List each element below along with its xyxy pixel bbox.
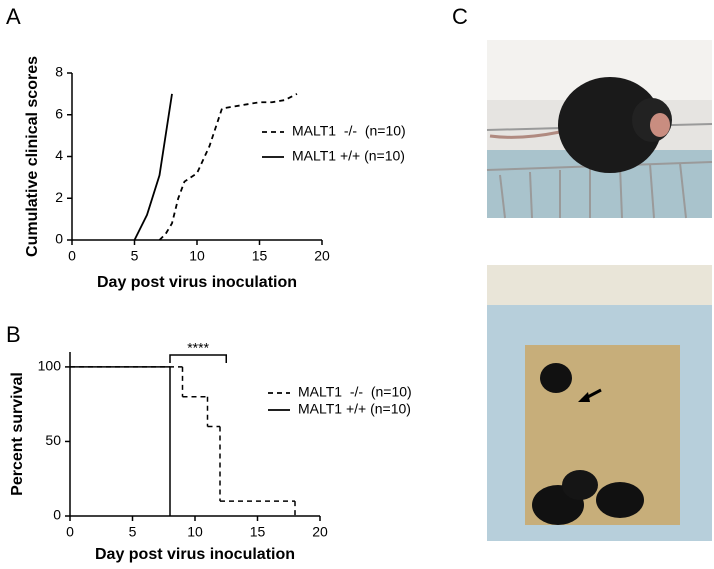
y-tick-label: 50: [45, 432, 61, 448]
x-tick-label: 15: [250, 524, 266, 540]
y-tick-label: 100: [38, 358, 62, 374]
x-tick-label: 0: [66, 524, 74, 540]
panel-label: A: [6, 4, 21, 29]
y-tick-label: 2: [55, 189, 63, 205]
x-tick-label: 5: [131, 248, 139, 264]
y-axis-title: Percent survival: [9, 372, 26, 496]
photo-bottom: [487, 265, 712, 541]
y-tick-label: 0: [55, 231, 63, 247]
significance-label: ****: [187, 340, 209, 356]
series-line: [133, 93, 173, 241]
x-tick-label: 15: [252, 248, 268, 264]
x-tick-label: 5: [129, 524, 137, 540]
photo-top: [486, 40, 713, 219]
panel-label: C: [452, 4, 468, 29]
x-axis-title: Day post virus inoculation: [95, 546, 295, 563]
significance-bracket: [169, 354, 227, 363]
y-tick-label: 4: [55, 147, 63, 163]
y-tick-label: 8: [55, 64, 63, 80]
legend-label: MALT1 +/+ (n=10): [292, 148, 405, 164]
legend-label: MALT1 -/- (n=10): [298, 384, 412, 400]
panel-label: B: [6, 322, 21, 347]
x-axis-title: Day post virus inoculation: [97, 274, 297, 291]
x-tick-label: 10: [189, 248, 205, 264]
x-tick-label: 20: [314, 248, 330, 264]
x-tick-label: 20: [312, 524, 328, 540]
legend-label: MALT1 +/+ (n=10): [298, 401, 411, 417]
y-tick-label: 0: [53, 507, 61, 523]
y-tick-label: 6: [55, 105, 63, 121]
legend-label: MALT1 -/- (n=10): [292, 123, 406, 139]
series-line: [158, 93, 298, 241]
x-tick-label: 10: [187, 524, 203, 540]
y-axis-title: Cumulative clinical scores: [24, 56, 41, 257]
x-tick-label: 0: [68, 248, 76, 264]
